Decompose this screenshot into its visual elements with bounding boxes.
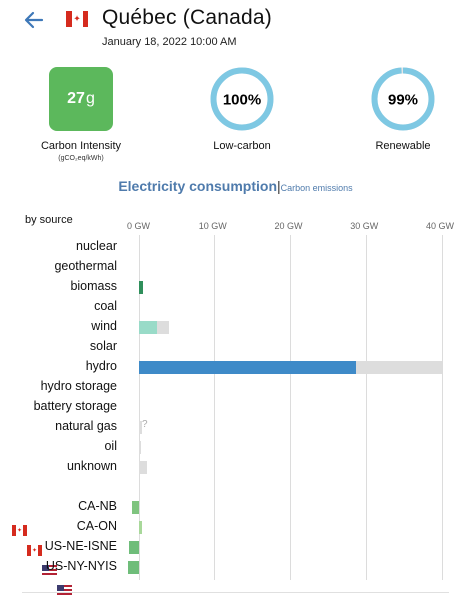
source-label: hydro: [85, 359, 117, 373]
exchange-label: CA-NB: [78, 499, 117, 513]
gridline: [214, 235, 216, 580]
axis-tick-label: 10 GW: [198, 221, 227, 231]
gridline: [138, 235, 140, 580]
unknown-marker: ?: [142, 419, 148, 430]
source-label: biomass: [70, 279, 117, 293]
capacity-bar: [139, 421, 143, 434]
carbon-intensity-label: Carbon Intensity: [40, 140, 122, 152]
source-label: wind: [91, 319, 117, 333]
source-label: oil: [104, 439, 117, 453]
capacity-bar: [139, 441, 141, 454]
source-label: natural gas: [55, 419, 117, 433]
carbon-emissions-tab[interactable]: Carbon emissions: [280, 183, 353, 193]
source-label: unknown: [66, 459, 117, 473]
production-bar: [139, 281, 143, 294]
flag-canada-icon: ✦: [66, 11, 88, 27]
carbon-intensity-badge: 27 g: [49, 67, 113, 131]
low-carbon-value: 100%: [223, 92, 261, 109]
axis-tick-label: 30 GW: [350, 221, 379, 231]
mode-toggle: Electricity consumption|Carbon emissions: [0, 178, 471, 196]
renewable-ring: [371, 67, 435, 131]
source-label: solar: [89, 339, 117, 353]
production-chart: 0 GW 10 GW 20 GW 30 GW 40 GW nuclear geotherma…: [0, 21, 471, 596]
exchange-label: US-NY-NYIS: [45, 559, 117, 573]
flag-usa-icon: [42, 565, 57, 576]
source-label: geothermal: [54, 259, 117, 273]
axis-tick-label: 20 GW: [274, 221, 303, 231]
zone-title: Québec (Canada): [102, 6, 272, 29]
exchange-label: US-NE-ISNE: [44, 539, 117, 553]
source-label: battery storage: [33, 399, 117, 413]
source-label: coal: [94, 299, 117, 313]
exchange-label: CA-ON: [76, 519, 117, 533]
production-bar: [139, 361, 357, 374]
renewable-gauge: 99%: [371, 67, 435, 131]
capacity-bar: [139, 461, 148, 474]
gridline: [441, 235, 443, 580]
source-label: nuclear: [76, 239, 117, 253]
arrow-left-icon[interactable]: [22, 8, 46, 32]
gridline: [290, 235, 291, 580]
low-carbon-gauge: 100%: [210, 67, 274, 131]
exchange-bar: [129, 541, 139, 554]
axis-tick-label: 0 GW: [127, 221, 151, 231]
chart-title: by source: [25, 214, 73, 226]
carbon-intensity-unit: g: [85, 90, 95, 107]
exchange-bar: [128, 561, 139, 574]
production-bar: [139, 321, 158, 334]
exchange-bar: [132, 501, 139, 514]
electricity-consumption-tab[interactable]: Electricity consumption: [118, 178, 278, 194]
divider: [22, 592, 449, 593]
low-carbon-ring: [210, 67, 274, 131]
exchange-bar: [139, 521, 143, 534]
mode-separator: |: [277, 178, 281, 194]
gridline: [365, 235, 367, 580]
axis-tick-label: 40 GW: [426, 221, 455, 231]
carbon-intensity-value: 27: [67, 90, 85, 107]
low-carbon-label: Low-carbon: [213, 140, 271, 152]
datetime: January 18, 2022 10:00 AM: [102, 36, 237, 48]
flag-canada-icon: ✦: [27, 545, 42, 556]
flag-canada-icon: ✦: [12, 525, 27, 536]
carbon-intensity-sublabel: (gCO₂eq/kWh): [58, 155, 104, 162]
flag-usa-icon: [57, 585, 72, 596]
source-label: hydro storage: [40, 379, 117, 393]
renewable-label: Renewable: [375, 140, 431, 152]
renewable-value: 99%: [388, 92, 418, 109]
